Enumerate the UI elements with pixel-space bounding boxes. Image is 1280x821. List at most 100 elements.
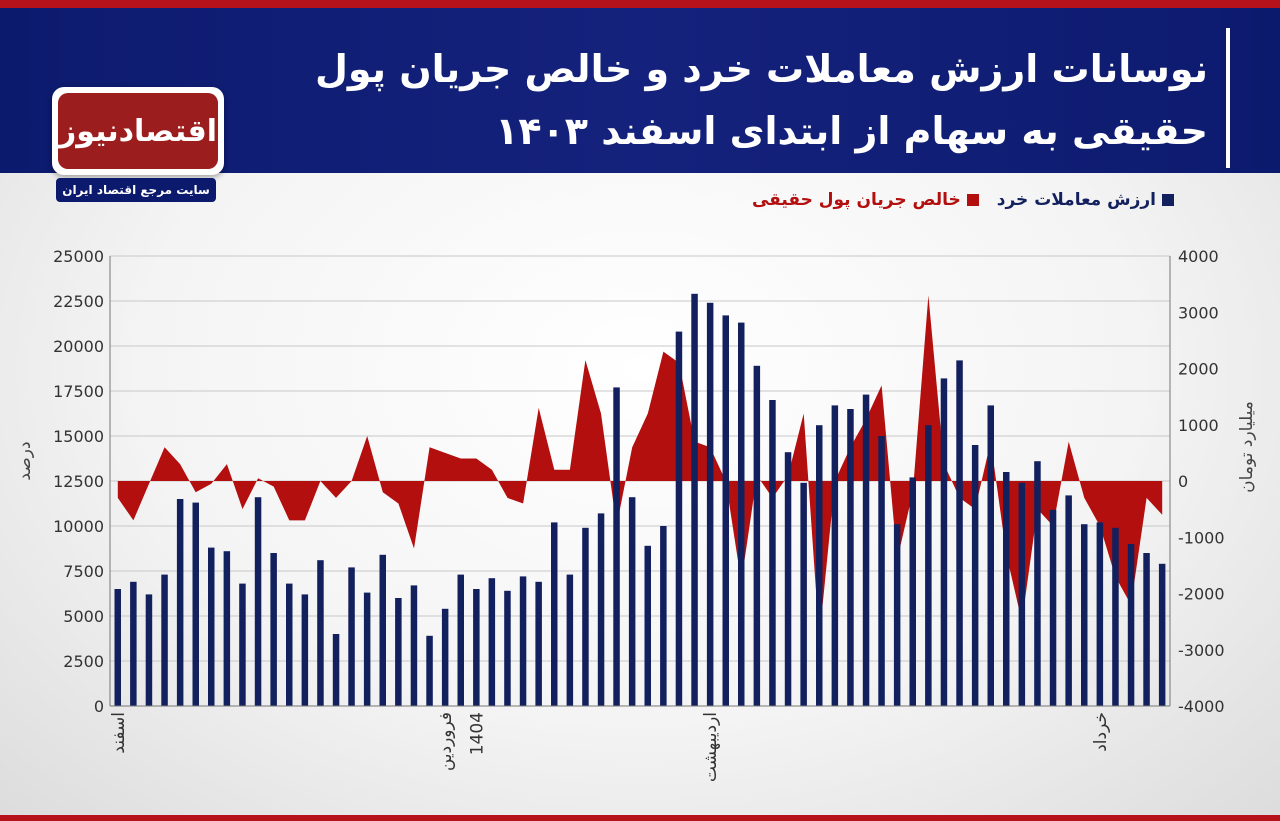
retail-value-bar-19 xyxy=(410,585,418,706)
net-money-area-series xyxy=(117,295,1163,639)
right-tick-label-5: -1000 xyxy=(1178,528,1225,547)
retail-value-bar-51 xyxy=(909,477,916,706)
right-tick-label-3: 1000 xyxy=(1178,416,1219,435)
retail-value-bar-38 xyxy=(706,302,714,706)
retail-value-bar-63 xyxy=(1096,522,1104,706)
retail-value-bar-35 xyxy=(660,526,667,706)
y-axis-label-right: میلیارد تومان xyxy=(1237,401,1257,493)
left-tick-label-5: 12500 xyxy=(53,472,104,491)
retail-value-bar-1 xyxy=(130,581,137,706)
retail-value-bar-26 xyxy=(519,576,527,706)
retail-value-bar-2 xyxy=(145,594,153,706)
retail-value-bar-54 xyxy=(956,360,963,706)
retail-value-bar-series xyxy=(114,293,1166,706)
x-axis-labels: اسفند فروردین 1404 اردیبهشت خرداد xyxy=(109,712,1111,782)
retail-value-bar-14 xyxy=(332,634,340,706)
retail-value-bar-28 xyxy=(551,522,558,706)
retail-value-bar-36 xyxy=(675,331,683,706)
title-line-2: حقیقی به سهام از ابتدای اسفند ۱۴۰۳ xyxy=(495,109,1208,153)
chart-title: نوسانات ارزش معاملات خرد و خالص جریان پو… xyxy=(308,38,1208,162)
legend-label-money-flow: خالص جریان پول حقیقی xyxy=(751,190,961,210)
retail-value-bar-17 xyxy=(379,554,386,706)
right-tick-label-4: 0 xyxy=(1178,472,1188,491)
x-label-2: 1404 xyxy=(467,712,487,755)
left-tick-label-1: 2500 xyxy=(63,652,104,671)
retail-value-bar-10 xyxy=(270,553,277,706)
y-axis-label-left: درصد xyxy=(15,441,35,480)
retail-value-bar-41 xyxy=(753,365,761,706)
legend-item-money-flow: خالص جریان پول حقیقی xyxy=(752,190,979,210)
retail-value-bar-55 xyxy=(971,445,979,706)
retail-value-bar-13 xyxy=(317,560,324,706)
left-tick-label-9: 22500 xyxy=(53,292,104,311)
retail-value-bar-52 xyxy=(925,425,932,706)
chart-legend: ارزش معاملات خرد خالص جریان پول حقیقی xyxy=(752,190,1174,210)
retail-value-bar-34 xyxy=(644,545,651,706)
retail-value-bar-6 xyxy=(208,547,215,706)
retail-value-bar-21 xyxy=(441,608,449,706)
retail-value-bar-48 xyxy=(862,394,870,706)
legend-swatch-money-flow xyxy=(966,194,979,206)
top-accent-line xyxy=(0,0,1280,8)
left-tick-label-2: 5000 xyxy=(63,607,104,626)
retail-value-bar-67 xyxy=(1158,563,1166,706)
retail-value-bar-7 xyxy=(223,551,231,706)
left-tick-label-3: 7500 xyxy=(63,562,104,581)
left-tick-label-4: 10000 xyxy=(53,517,104,536)
right-tick-label-6: -2000 xyxy=(1178,585,1225,604)
retail-value-bar-37 xyxy=(691,293,698,706)
retail-value-bar-33 xyxy=(628,497,636,706)
retail-value-bar-4 xyxy=(176,499,184,706)
left-tick-label-0: 0 xyxy=(94,697,104,716)
retail-value-bar-65 xyxy=(1127,544,1135,706)
retail-value-bar-60 xyxy=(1049,509,1057,706)
retail-value-bar-3 xyxy=(161,574,168,706)
retail-value-bar-57 xyxy=(1003,472,1010,706)
legend-swatch-retail xyxy=(1162,194,1174,206)
retail-value-bar-59 xyxy=(1034,461,1041,706)
title-line-1: نوسانات ارزش معاملات خرد و خالص جریان پو… xyxy=(314,47,1208,91)
retail-value-bar-29 xyxy=(566,574,574,706)
retail-value-bar-16 xyxy=(363,592,371,706)
right-tick-label-7: -3000 xyxy=(1178,641,1225,660)
retail-value-bar-45 xyxy=(816,425,823,706)
net-money-area xyxy=(117,295,1163,639)
axes: 0250050007500100001250015000175002000022… xyxy=(53,247,1224,716)
right-tick-label-1: 3000 xyxy=(1178,303,1219,322)
right-tick-label-8: -4000 xyxy=(1178,697,1225,716)
retail-value-bar-50 xyxy=(893,524,901,706)
retail-value-bar-24 xyxy=(488,578,496,706)
retail-value-bar-31 xyxy=(597,513,605,706)
title-accent-bar xyxy=(1226,28,1230,168)
retail-value-bar-53 xyxy=(940,378,948,706)
retail-value-bar-5 xyxy=(192,502,199,706)
retail-value-bar-12 xyxy=(301,594,309,706)
retail-value-bar-42 xyxy=(769,400,776,706)
retail-value-bar-62 xyxy=(1081,524,1088,706)
x-label-3: اردیبهشت xyxy=(701,712,721,782)
retail-value-bar-40 xyxy=(738,322,745,706)
legend-label-retail: ارزش معاملات خرد xyxy=(996,190,1156,210)
left-tick-label-7: 17500 xyxy=(53,382,104,401)
retail-value-bar-22 xyxy=(457,574,464,706)
retail-value-bar-44 xyxy=(800,482,807,706)
retail-value-bar-46 xyxy=(831,405,839,706)
retail-value-bar-56 xyxy=(987,405,994,706)
retail-value-bar-66 xyxy=(1143,553,1150,706)
retail-value-bar-8 xyxy=(239,583,246,706)
retail-value-bar-20 xyxy=(426,635,433,706)
retail-value-bar-30 xyxy=(582,527,589,706)
left-tick-label-8: 20000 xyxy=(53,337,104,356)
brand-logo[interactable]: اقتصادنیوز xyxy=(52,87,224,175)
retail-value-bar-18 xyxy=(395,598,402,706)
left-tick-label-10: 25000 xyxy=(53,247,104,266)
retail-value-bar-39 xyxy=(722,315,729,706)
bottom-accent-line xyxy=(0,815,1280,821)
retail-value-bar-32 xyxy=(613,387,620,706)
right-tick-label-0: 4000 xyxy=(1178,247,1219,266)
retail-value-bar-25 xyxy=(504,590,511,706)
retail-value-bar-43 xyxy=(784,452,792,706)
retail-value-bar-0 xyxy=(114,589,121,706)
retail-value-bar-58 xyxy=(1018,482,1026,706)
x-label-1: فروردین xyxy=(436,712,456,771)
